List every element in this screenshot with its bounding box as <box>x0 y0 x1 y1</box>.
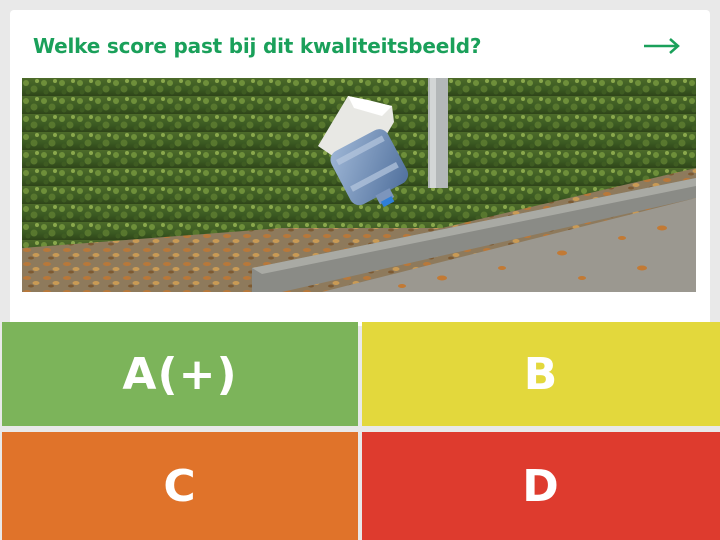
question-title: Welke score past bij dit kwaliteitsbeeld… <box>33 34 482 58</box>
answer-b-label: B <box>523 348 559 400</box>
quality-photo <box>22 78 696 292</box>
answer-c-button[interactable]: C <box>2 432 358 540</box>
answer-c-label: C <box>163 460 197 512</box>
answer-d-label: D <box>522 460 560 512</box>
photo-litter-icon <box>22 78 696 292</box>
answer-a-label: A(+) <box>122 348 238 400</box>
answer-b-button[interactable]: B <box>362 322 720 426</box>
answer-d-button[interactable]: D <box>362 432 720 540</box>
next-button[interactable] <box>642 30 682 62</box>
answer-a-button[interactable]: A(+) <box>2 322 358 426</box>
question-card: Welke score past bij dit kwaliteitsbeeld… <box>10 10 710 326</box>
arrow-right-icon <box>644 38 680 54</box>
answer-grid: A(+) B C D <box>0 320 720 540</box>
